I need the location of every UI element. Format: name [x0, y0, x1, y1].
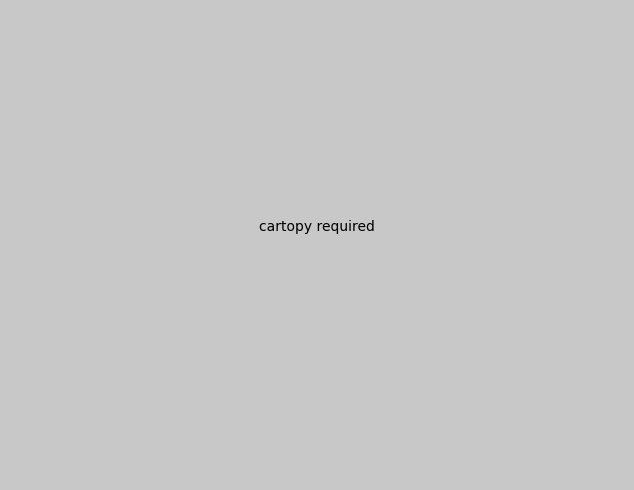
- Text: Th 02-05-2024 18:00 UTC (00+42): Th 02-05-2024 18:00 UTC (00+42): [398, 465, 631, 478]
- Text: cartopy required: cartopy required: [259, 220, 375, 234]
- Text: Surface pressure [hPa] ECMWF: Surface pressure [hPa] ECMWF: [3, 465, 213, 478]
